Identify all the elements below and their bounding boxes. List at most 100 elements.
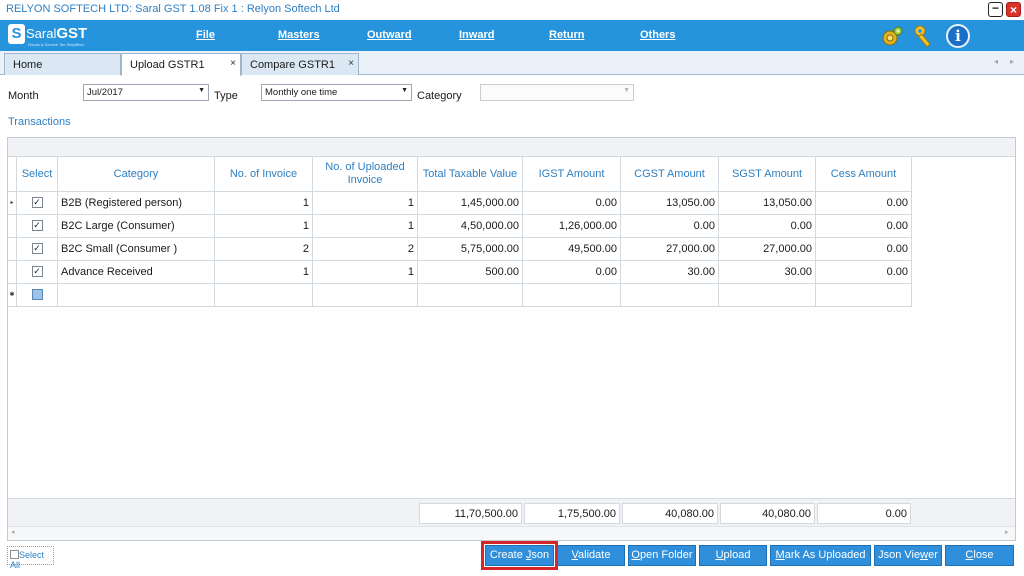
category-select[interactable]: ▼ [480, 84, 634, 101]
cell-igst-amount[interactable]: 1,26,000.00 [523, 215, 621, 238]
tab-compare-gstr1[interactable]: Compare GSTR1 × [241, 53, 359, 75]
json-viewer-button[interactable]: Json Viewer [874, 545, 942, 566]
month-select[interactable]: Jul/2017 ▼ [83, 84, 209, 101]
col-select[interactable]: Select [17, 157, 58, 192]
gear-icon[interactable] [880, 24, 904, 48]
cell-total-taxable-value[interactable]: 4,50,000.00 [418, 215, 523, 238]
row-checkbox[interactable]: ✓ [31, 220, 43, 231]
menu-return[interactable]: Return [549, 29, 585, 41]
row-indicator[interactable]: ▸ [8, 192, 17, 215]
cell-total-taxable-value[interactable]: 1,45,000.00 [418, 192, 523, 215]
row-indicator[interactable] [8, 238, 17, 261]
select-cell[interactable]: ✓ [17, 261, 58, 284]
row-checkbox[interactable]: ✓ [31, 197, 43, 208]
select-cell[interactable]: ✓ [17, 238, 58, 261]
key-icon[interactable] [912, 24, 936, 48]
cell-cess-amount[interactable]: 0.00 [816, 261, 912, 284]
minimize-icon[interactable]: − [988, 2, 1003, 17]
table-row[interactable]: ▸ ✓ B2B (Registered person) 1 1 1,45,000.00 0.… [8, 192, 912, 215]
tab-next-icon[interactable]: ▸ [1010, 57, 1015, 66]
cell-sgst-amount[interactable]: 13,050.00 [719, 192, 816, 215]
cell-no-of-invoice[interactable]: 1 [215, 192, 313, 215]
cell-cess-amount[interactable]: 0.00 [816, 192, 912, 215]
cell-igst-amount[interactable]: 49,500.00 [523, 238, 621, 261]
create-json-button[interactable]: Create Json [481, 541, 558, 570]
menu-file[interactable]: File [196, 29, 215, 41]
open-folder-button[interactable]: Open Folder [628, 545, 696, 566]
select-cell[interactable]: ✓ [17, 192, 58, 215]
cell-no-of-uploaded-invoice[interactable]: 1 [313, 192, 418, 215]
cell-sgst-amount[interactable] [719, 284, 816, 307]
cell-igst-amount[interactable]: 0.00 [523, 192, 621, 215]
col-total-taxable-value[interactable]: Total Taxable Value [418, 157, 523, 192]
cell-no-of-uploaded-invoice[interactable] [313, 284, 418, 307]
new-row-indicator[interactable]: ✱ [8, 284, 17, 307]
select-all-checkbox[interactable]: Select All [7, 546, 54, 570]
cell-igst-amount[interactable]: 0.00 [523, 261, 621, 284]
row-checkbox[interactable] [31, 289, 43, 300]
menu-outward[interactable]: Outward [367, 29, 412, 41]
validate-button[interactable]: Validate [557, 545, 625, 566]
row-checkbox[interactable]: ✓ [31, 243, 43, 254]
cell-category[interactable]: B2C Small (Consumer ) [58, 238, 215, 261]
mark-as-uploaded-button[interactable]: Mark As Uploaded [770, 545, 871, 566]
col-no-of-invoice[interactable]: No. of Invoice [215, 157, 313, 192]
cell-no-of-uploaded-invoice[interactable]: 1 [313, 215, 418, 238]
cell-total-taxable-value[interactable]: 5,75,000.00 [418, 238, 523, 261]
close-button[interactable]: Close [945, 545, 1014, 566]
cell-category[interactable]: B2C Large (Consumer) [58, 215, 215, 238]
cell-igst-amount[interactable] [523, 284, 621, 307]
cell-cgst-amount[interactable]: 0.00 [621, 215, 719, 238]
cell-no-of-invoice[interactable]: 2 [215, 238, 313, 261]
cell-sgst-amount[interactable]: 30.00 [719, 261, 816, 284]
cell-sgst-amount[interactable]: 0.00 [719, 215, 816, 238]
menu-masters[interactable]: Masters [278, 29, 320, 41]
col-no-of-uploaded-invoice[interactable]: No. of Uploaded Invoice [313, 157, 418, 192]
cell-no-of-uploaded-invoice[interactable]: 2 [313, 238, 418, 261]
col-sgst-amount[interactable]: SGST Amount [719, 157, 816, 192]
close-icon[interactable]: × [348, 58, 354, 69]
cell-no-of-uploaded-invoice[interactable]: 1 [313, 261, 418, 284]
tab-prev-icon[interactable]: ◂ [994, 57, 999, 66]
col-category[interactable]: Category [58, 157, 215, 192]
row-indicator[interactable] [8, 215, 17, 238]
cell-category[interactable]: B2B (Registered person) [58, 192, 215, 215]
row-checkbox[interactable]: ✓ [31, 266, 43, 277]
col-cess-amount[interactable]: Cess Amount [816, 157, 912, 192]
scroll-right-icon[interactable]: ▸ [1005, 529, 1009, 536]
cell-sgst-amount[interactable]: 27,000.00 [719, 238, 816, 261]
cell-cgst-amount[interactable] [621, 284, 719, 307]
cell-cess-amount[interactable]: 0.00 [816, 215, 912, 238]
cell-no-of-invoice[interactable]: 1 [215, 261, 313, 284]
col-cgst-amount[interactable]: CGST Amount [621, 157, 719, 192]
menu-inward[interactable]: Inward [459, 29, 495, 41]
cell-total-taxable-value[interactable] [418, 284, 523, 307]
tab-upload-gstr1[interactable]: Upload GSTR1 × [121, 53, 241, 76]
menu-others[interactable]: Others [640, 29, 676, 41]
cell-cess-amount[interactable] [816, 284, 912, 307]
info-icon[interactable]: i [946, 24, 970, 48]
table-row[interactable]: ✓ B2C Large (Consumer) 1 1 4,50,000.00 1,26,0… [8, 215, 912, 238]
cell-no-of-invoice[interactable]: 1 [215, 215, 313, 238]
type-select[interactable]: Monthly one time ▼ [261, 84, 412, 101]
tab-home[interactable]: Home [4, 53, 121, 75]
cell-category[interactable]: Advance Received [58, 261, 215, 284]
new-row[interactable]: ✱ [8, 284, 912, 307]
col-igst-amount[interactable]: IGST Amount [523, 157, 621, 192]
cell-total-taxable-value[interactable]: 500.00 [418, 261, 523, 284]
close-icon[interactable]: × [1006, 2, 1021, 17]
table-row[interactable]: ✓ B2C Small (Consumer ) 2 2 5,75,000.00 49,50… [8, 238, 912, 261]
row-indicator[interactable] [8, 261, 17, 284]
upload-button[interactable]: Upload [699, 545, 767, 566]
close-icon[interactable]: × [230, 58, 236, 69]
scroll-left-icon[interactable]: ◂ [11, 529, 15, 536]
select-cell[interactable]: ✓ [17, 215, 58, 238]
cell-category[interactable] [58, 284, 215, 307]
cell-cgst-amount[interactable]: 30.00 [621, 261, 719, 284]
cell-cgst-amount[interactable]: 27,000.00 [621, 238, 719, 261]
select-cell[interactable] [17, 284, 58, 307]
cell-cgst-amount[interactable]: 13,050.00 [621, 192, 719, 215]
cell-no-of-invoice[interactable] [215, 284, 313, 307]
horizontal-scrollbar[interactable]: ◂ ▸ [8, 526, 1015, 540]
table-row[interactable]: ✓ Advance Received 1 1 500.00 0.00 30.00 30.00 0… [8, 261, 912, 284]
